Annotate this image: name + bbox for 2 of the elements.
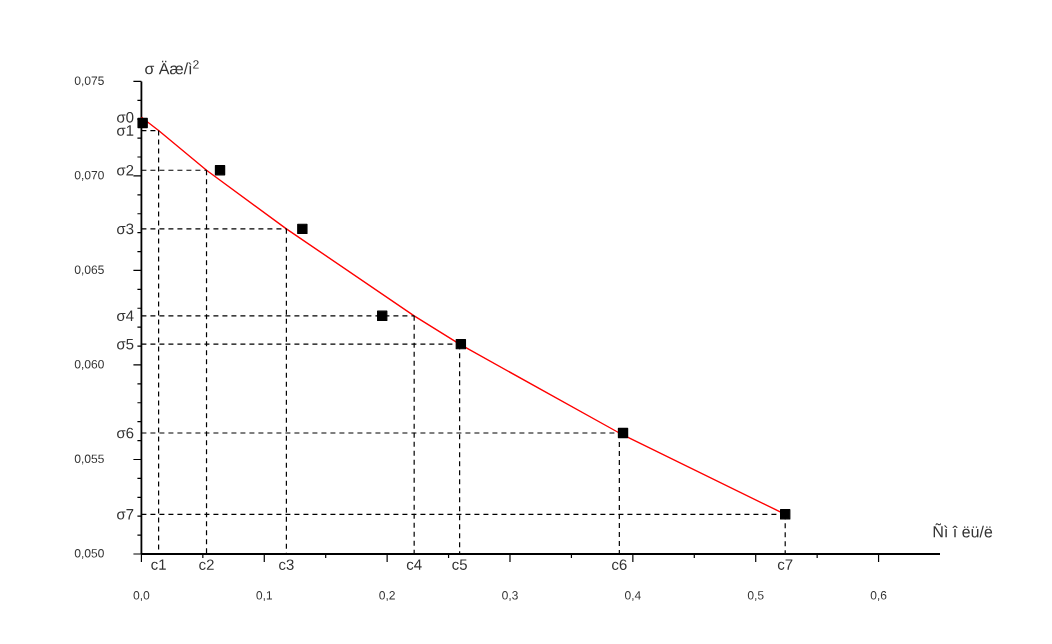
x-axis-title: Ñì î ëü/ë xyxy=(933,523,993,538)
y-axis-title: σ Äæ/ì$^{2}$ xyxy=(145,60,199,75)
